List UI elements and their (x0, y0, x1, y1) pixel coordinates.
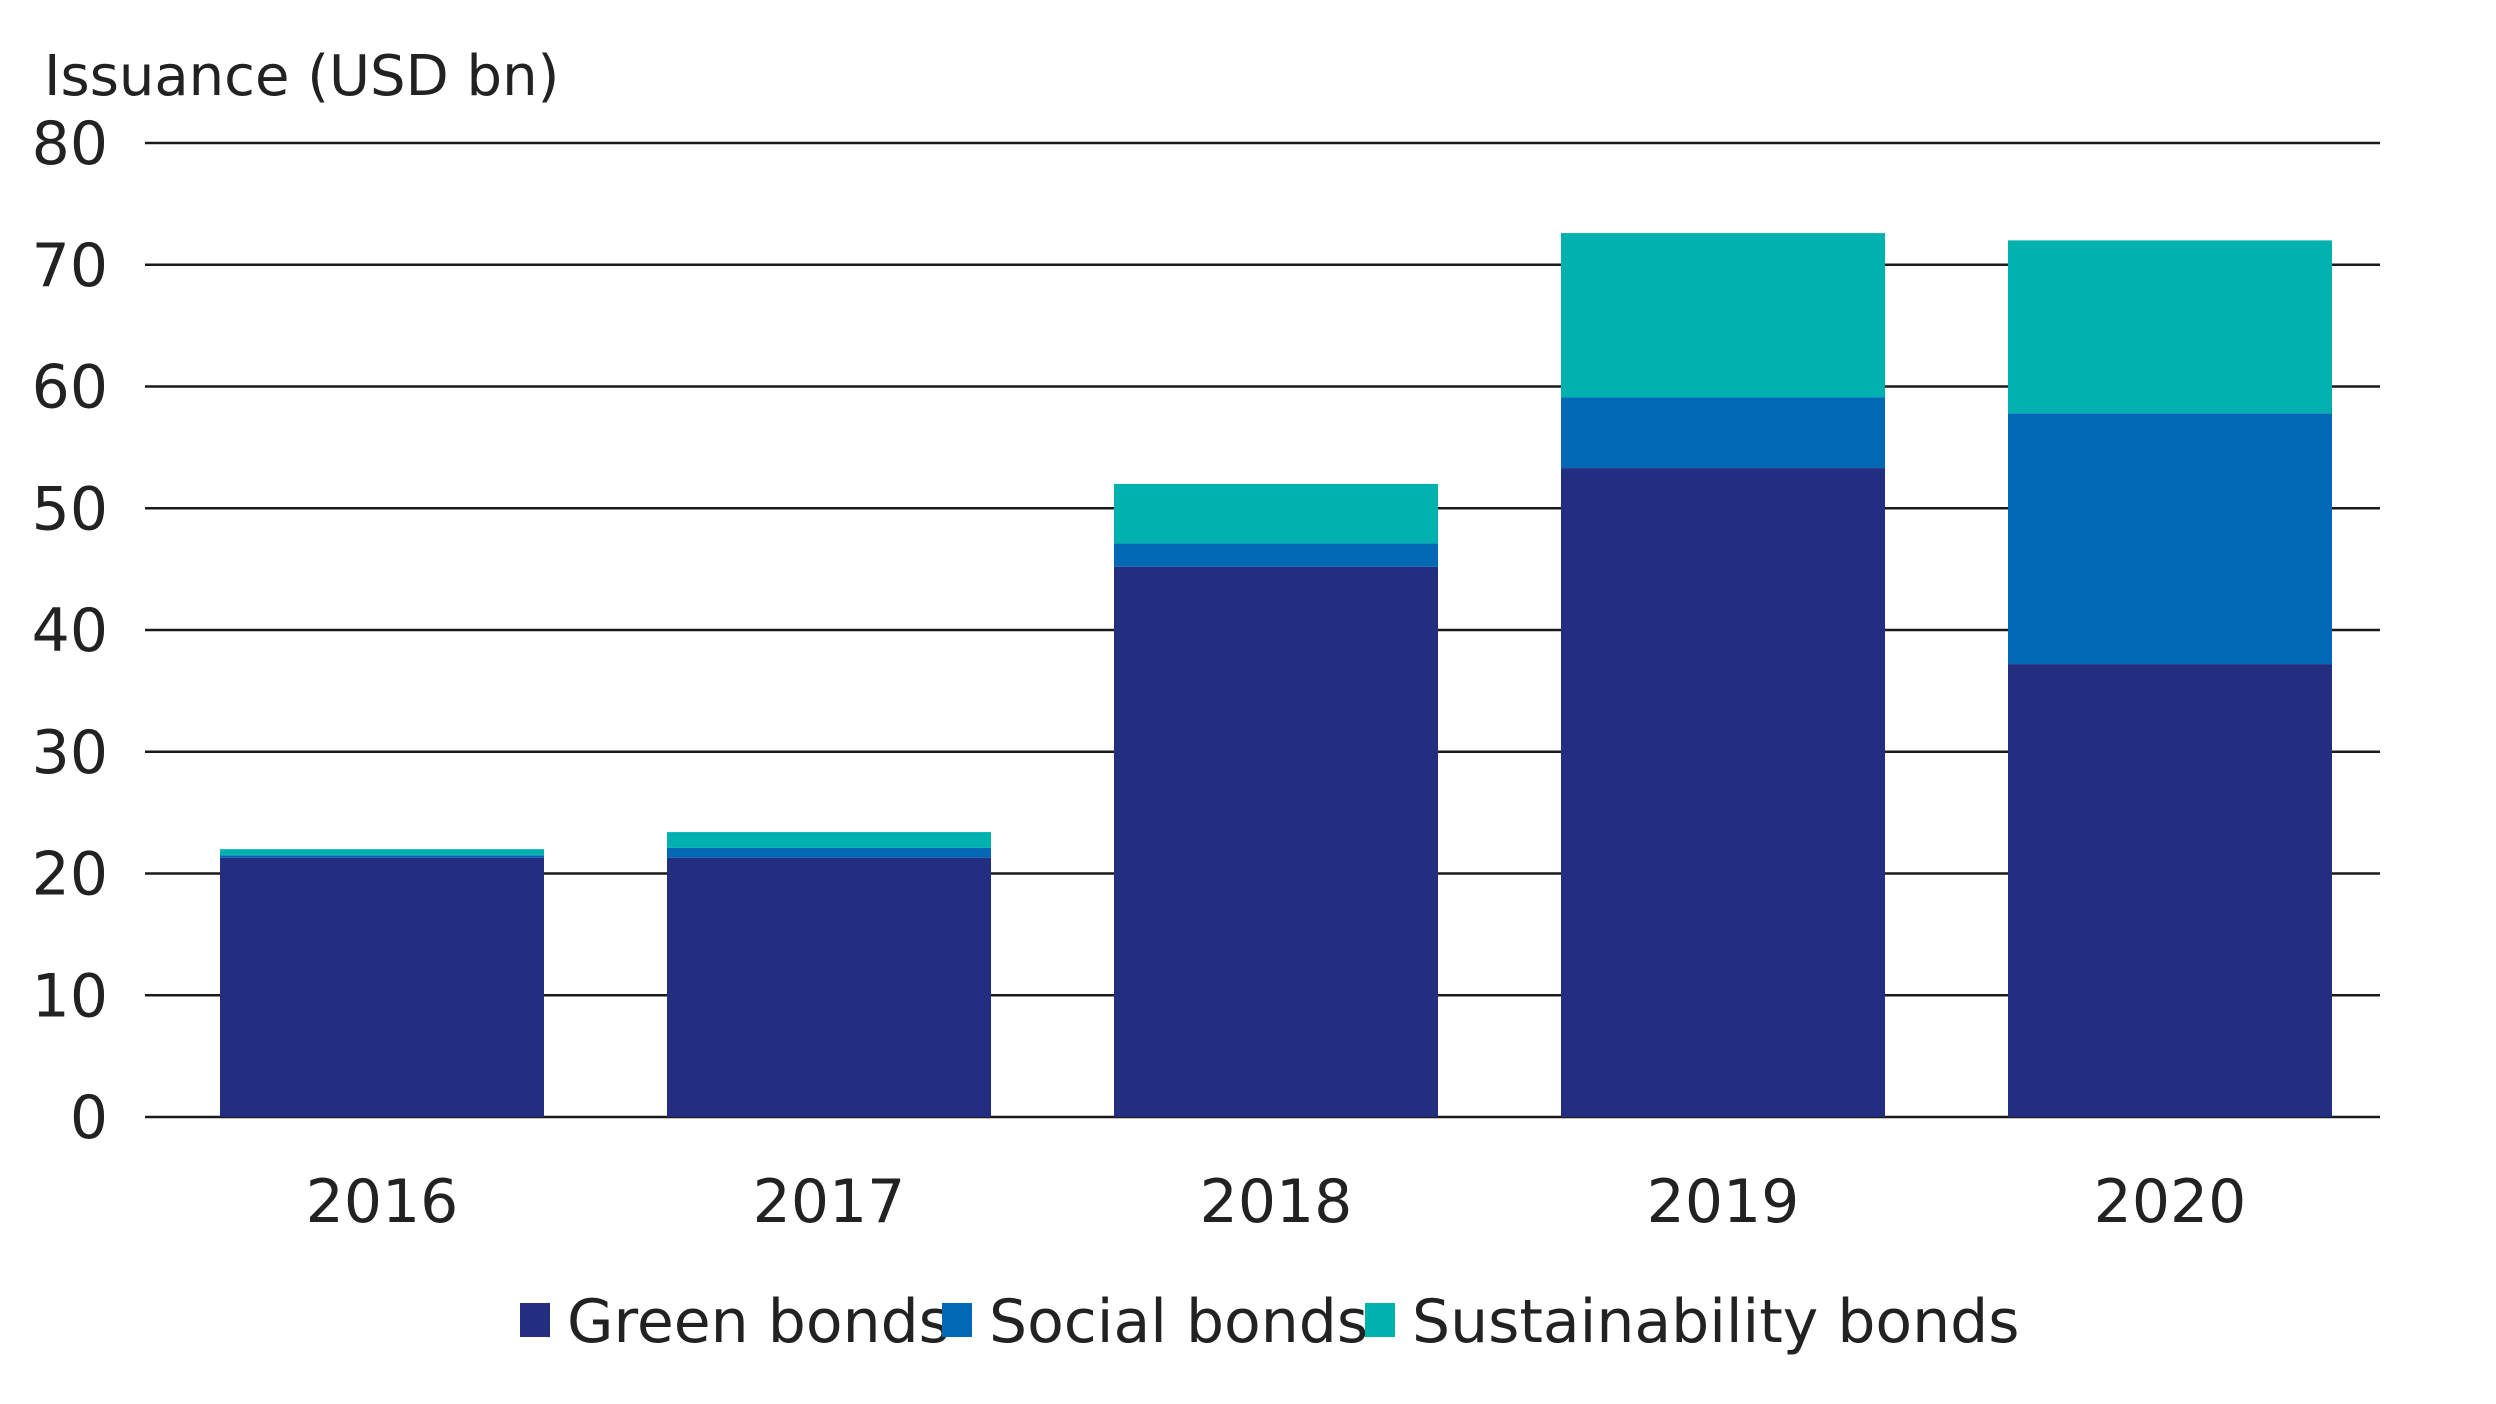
bar-2018-social-bonds (1114, 543, 1438, 567)
legend-swatch-green-bonds (520, 1303, 550, 1337)
legend-label-social-bonds: Social bonds (989, 1287, 1368, 1357)
x-tick-label-2018: 2018 (1200, 1167, 1353, 1237)
bar-group-2020 (2008, 240, 2332, 1117)
y-axis-tick-labels: 0 10 20 30 40 50 60 70 80 (32, 109, 108, 1153)
bar-2019-green-bonds (1561, 468, 1885, 1117)
bar-group-2019 (1561, 233, 1885, 1117)
y-axis-title: Issuance (USD bn) (44, 44, 559, 109)
legend-item-green-bonds: Green bonds (520, 1287, 950, 1357)
x-axis-tick-labels: 2016 2017 2018 2019 2020 (306, 1167, 2247, 1237)
y-tick-label-50: 50 (32, 474, 108, 544)
bar-2020-social-bonds (2008, 413, 2332, 665)
y-tick-label-0: 0 (70, 1083, 108, 1153)
y-tick-label-30: 30 (32, 718, 108, 788)
y-tick-label-60: 60 (32, 353, 108, 423)
y-tick-label-10: 10 (32, 961, 108, 1031)
legend-label-sustainability-bonds: Sustainability bonds (1412, 1287, 2020, 1357)
legend-item-social-bonds: Social bonds (942, 1287, 1368, 1357)
bar-2019-sustainability-bonds (1561, 233, 1885, 398)
bar-group-2016 (220, 849, 544, 1117)
bar-2018-sustainability-bonds (1114, 483, 1438, 544)
legend-label-green-bonds: Green bonds (567, 1287, 950, 1357)
bar-2016-green-bonds (220, 857, 544, 1117)
x-tick-label-2016: 2016 (306, 1167, 459, 1237)
stacked-bars (220, 233, 2332, 1117)
legend: Green bonds Social bonds Sustainability bo… (520, 1287, 2020, 1357)
bar-2020-green-bonds (2008, 664, 2332, 1117)
y-tick-label-70: 70 (32, 231, 108, 301)
x-tick-label-2019: 2019 (1647, 1167, 1800, 1237)
y-tick-label-40: 40 (32, 596, 108, 666)
bar-2017-social-bonds (667, 847, 991, 858)
x-tick-label-2017: 2017 (753, 1167, 906, 1237)
x-tick-label-2020: 2020 (2094, 1167, 2247, 1237)
bar-group-2018 (1114, 483, 1438, 1117)
y-tick-label-80: 80 (32, 109, 108, 179)
bar-2016-social-bonds (220, 855, 544, 858)
bar-2016-sustainability-bonds (220, 849, 544, 856)
bar-2019-social-bonds (1561, 397, 1885, 469)
y-tick-label-20: 20 (32, 840, 108, 910)
bar-group-2017 (667, 832, 991, 1117)
bar-2018-green-bonds (1114, 566, 1438, 1117)
legend-swatch-sustainability-bonds (1365, 1303, 1395, 1337)
legend-item-sustainability-bonds: Sustainability bonds (1365, 1287, 2020, 1357)
bar-2020-sustainability-bonds (2008, 240, 2332, 414)
bar-2017-sustainability-bonds (667, 832, 991, 848)
bar-2017-green-bonds (667, 857, 991, 1117)
legend-swatch-social-bonds (942, 1303, 972, 1337)
